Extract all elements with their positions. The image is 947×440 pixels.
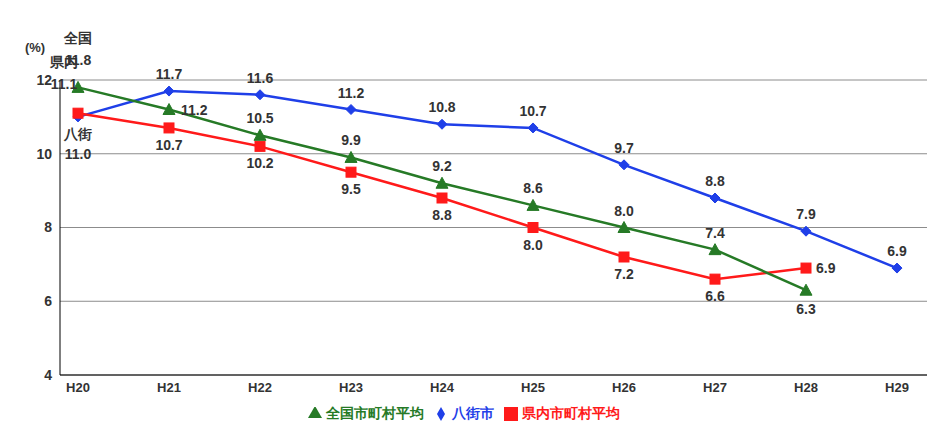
svg-text:10: 10 (36, 146, 52, 162)
svg-text:8.8: 8.8 (705, 173, 725, 189)
svg-text:8: 8 (44, 219, 52, 235)
svg-text:H24: H24 (430, 380, 455, 395)
svg-text:7.2: 7.2 (614, 266, 634, 282)
svg-text:11.1: 11.1 (51, 76, 78, 92)
svg-text:11.2: 11.2 (338, 85, 365, 101)
svg-text:7.4: 7.4 (705, 225, 725, 241)
svg-text:6.6: 6.6 (705, 288, 725, 304)
svg-text:10.5: 10.5 (246, 110, 273, 126)
svg-text:H29: H29 (885, 380, 909, 395)
svg-text:6.3: 6.3 (796, 301, 816, 317)
svg-text:8.8: 8.8 (432, 207, 452, 223)
svg-text:4: 4 (44, 367, 52, 383)
html-text:八街市: 八街市 (451, 405, 494, 421)
svg-text:7.9: 7.9 (796, 206, 816, 222)
svg-text:6: 6 (44, 293, 52, 309)
svg-text:(%): (%) (25, 40, 45, 55)
svg-text:全国: 全国 (63, 30, 92, 46)
svg-text:11.8: 11.8 (65, 52, 92, 68)
svg-text:9.2: 9.2 (432, 158, 452, 174)
svg-text:H27: H27 (703, 380, 727, 395)
svg-text:11.0: 11.0 (65, 146, 92, 162)
svg-text:9.7: 9.7 (614, 140, 634, 156)
svg-text:8.6: 8.6 (523, 180, 543, 196)
svg-text:10.2: 10.2 (246, 155, 273, 171)
svg-text:10.7: 10.7 (155, 137, 182, 153)
svg-text:10.7: 10.7 (519, 103, 546, 119)
svg-text:11.6: 11.6 (247, 70, 274, 86)
svg-text:H22: H22 (248, 380, 272, 395)
svg-text:6.9: 6.9 (887, 243, 907, 259)
svg-text:9.9: 9.9 (341, 132, 361, 148)
svg-text:11.2: 11.2 (181, 102, 208, 118)
svg-text:県内: 県内 (50, 54, 78, 71)
html-text:県内市町村平均: 県内市町村平均 (521, 405, 620, 421)
svg-text:10.8: 10.8 (428, 99, 455, 115)
svg-text:8.0: 8.0 (614, 203, 634, 219)
svg-text:12: 12 (36, 72, 52, 88)
html-text:全国市町村平均: 全国市町村平均 (325, 405, 424, 421)
svg-text:H20: H20 (66, 380, 90, 395)
svg-text:11.7: 11.7 (156, 66, 183, 82)
svg-text:H21: H21 (157, 380, 181, 395)
svg-text:8.0: 8.0 (523, 237, 543, 253)
svg-text:H26: H26 (612, 380, 636, 395)
svg-text:H23: H23 (339, 380, 363, 395)
svg-text:H28: H28 (794, 380, 818, 395)
svg-text:9.5: 9.5 (341, 181, 361, 197)
svg-text:6.9: 6.9 (816, 260, 836, 276)
svg-text:八街: 八街 (63, 126, 92, 142)
svg-text:H25: H25 (521, 380, 545, 395)
